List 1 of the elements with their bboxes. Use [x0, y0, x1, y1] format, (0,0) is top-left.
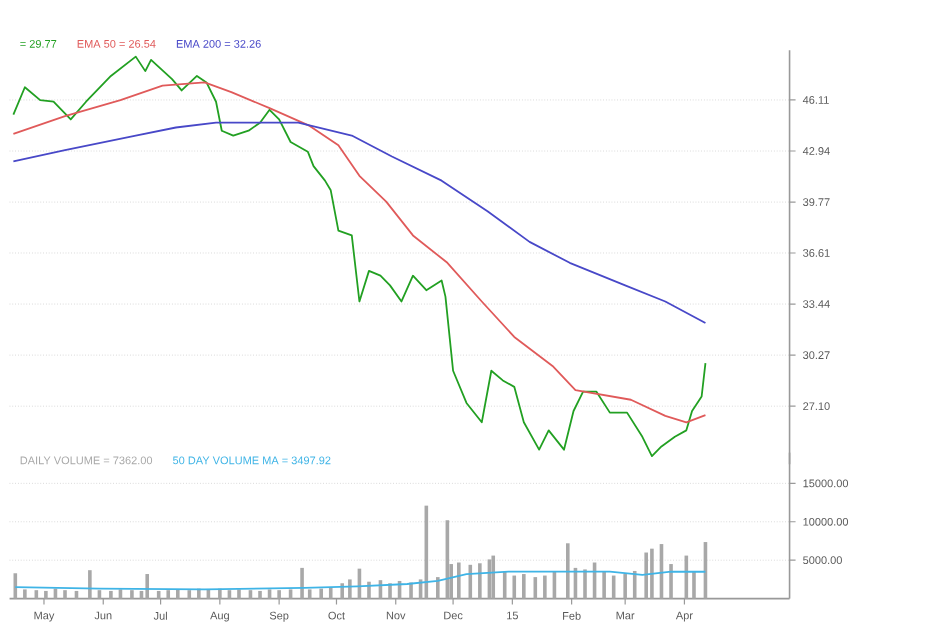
- line-series: [12, 121, 707, 324]
